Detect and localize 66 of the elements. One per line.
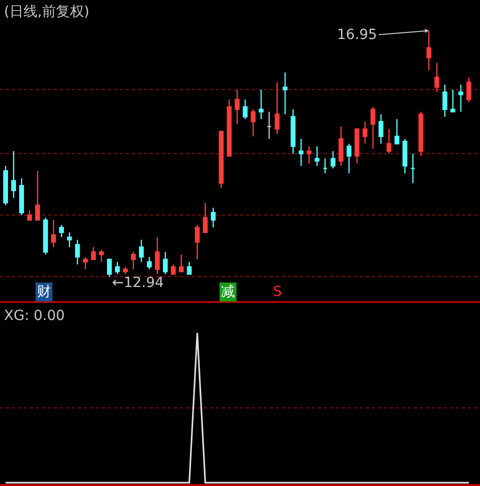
candlestick bbox=[378, 114, 384, 144]
candlestick bbox=[346, 143, 352, 174]
candlestick bbox=[146, 256, 152, 270]
candlestick bbox=[19, 178, 24, 216]
candlestick bbox=[386, 128, 392, 154]
candlestick bbox=[314, 146, 320, 167]
candlestick bbox=[91, 246, 96, 260]
candlestick bbox=[306, 146, 312, 164]
candlestick bbox=[194, 224, 200, 260]
candlestick bbox=[138, 239, 144, 262]
candlestick bbox=[274, 82, 280, 135]
candlestick bbox=[11, 150, 16, 198]
text: 减 bbox=[221, 284, 235, 300]
candlestick bbox=[442, 84, 448, 118]
candlestick bbox=[250, 108, 256, 137]
candlestick bbox=[362, 121, 368, 144]
annotation: 16.95 bbox=[337, 27, 378, 43]
candlestick bbox=[186, 261, 192, 275]
candlestick bbox=[282, 72, 288, 115]
candlestick bbox=[266, 111, 272, 140]
candlestick bbox=[394, 118, 400, 144]
candlestick bbox=[59, 224, 64, 238]
candlestick bbox=[458, 84, 464, 112]
candlestick bbox=[410, 153, 416, 184]
candlestick bbox=[322, 158, 328, 174]
candlestick bbox=[170, 264, 176, 275]
candlestick bbox=[242, 98, 248, 120]
candlestick bbox=[107, 258, 112, 278]
candlestick bbox=[99, 248, 104, 262]
candlestick bbox=[226, 98, 232, 157]
candlestick bbox=[3, 165, 8, 206]
candlestick bbox=[178, 254, 184, 272]
annotation: ←12.94 bbox=[112, 275, 164, 291]
candlestick bbox=[210, 207, 216, 228]
candlestick bbox=[330, 150, 336, 169]
candlestick bbox=[67, 232, 72, 248]
candlestick bbox=[27, 210, 32, 221]
candlestick bbox=[338, 126, 344, 167]
candlestick bbox=[370, 106, 376, 150]
candlestick bbox=[51, 219, 56, 248]
candlestick bbox=[114, 261, 120, 275]
chart-title: (日线,前复权) bbox=[4, 4, 90, 20]
candlestick bbox=[234, 89, 240, 125]
candlestick bbox=[450, 89, 456, 112]
candlestick bbox=[162, 251, 168, 275]
candlestick bbox=[35, 170, 40, 221]
candlestick bbox=[402, 138, 408, 174]
candlestick bbox=[218, 130, 224, 189]
candlestick bbox=[434, 62, 440, 93]
candlestick bbox=[290, 108, 296, 154]
candlestick bbox=[154, 236, 160, 275]
candlestick bbox=[258, 89, 264, 120]
candlestick bbox=[354, 128, 360, 164]
text: 财 bbox=[37, 284, 51, 300]
candlestick bbox=[130, 251, 136, 270]
chart-title: XG: 0.00 bbox=[4, 308, 65, 324]
candlestick bbox=[466, 76, 472, 103]
candlestick bbox=[202, 202, 208, 233]
text: S bbox=[273, 284, 282, 300]
candlestick bbox=[426, 30, 432, 71]
candlestick bbox=[418, 111, 424, 157]
candlestick bbox=[83, 256, 88, 270]
candlestick bbox=[43, 216, 48, 256]
candlestick bbox=[75, 239, 80, 265]
candlestick bbox=[298, 138, 304, 167]
candlestick bbox=[122, 266, 128, 275]
